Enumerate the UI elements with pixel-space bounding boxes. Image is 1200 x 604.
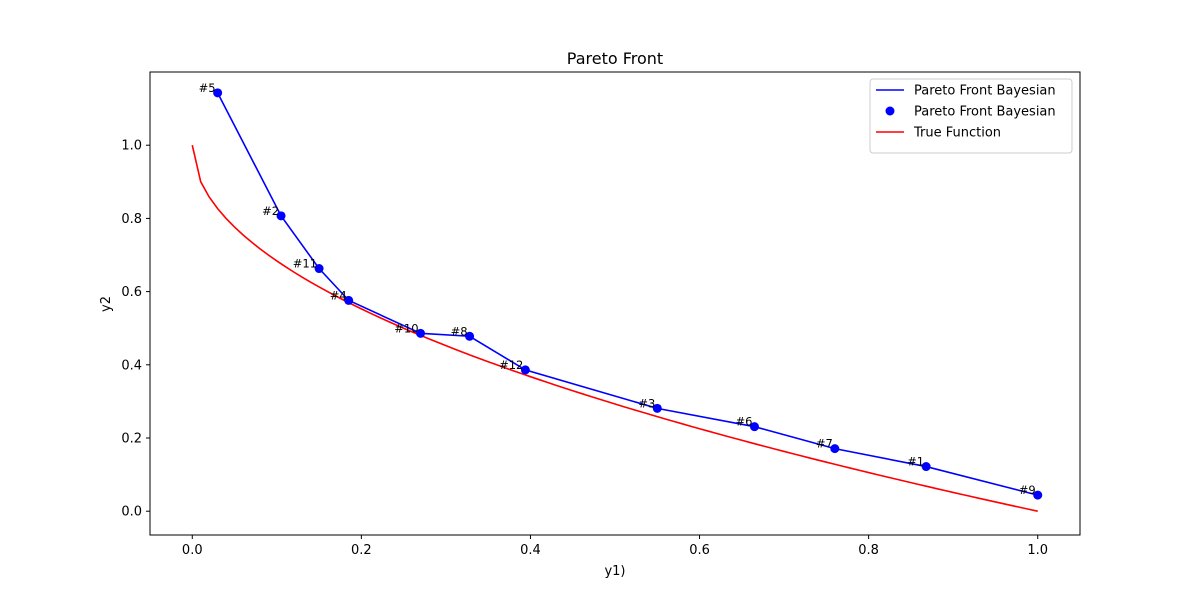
x-tick-label: 0.0 [182, 543, 203, 558]
legend-label: True Function [913, 126, 1001, 141]
y-axis-label: y2 [99, 296, 114, 312]
legend-box [869, 78, 1073, 154]
plot-content [191, 92, 1038, 512]
pareto-point [314, 264, 324, 274]
y-tick-label: 0.6 [121, 285, 142, 300]
pareto-point [213, 88, 223, 98]
y-tick-label: 0.0 [121, 505, 142, 520]
y-tick-label: 0.4 [121, 358, 142, 373]
pareto-point [750, 422, 759, 432]
point-label: #5 [199, 81, 216, 95]
plot-area: 0.0 0.2 0.4 0.6 0.8 1.0 0.0 0.2 0.4 0.6 0.8 1.0 #5 #2… [121, 71, 1081, 558]
pareto-point [344, 295, 354, 305]
pareto-point [465, 331, 475, 341]
point-label: #11 [293, 257, 317, 271]
pareto-point [1033, 490, 1043, 500]
x-tick-label: 0.4 [520, 543, 541, 558]
point-label: #2 [262, 204, 279, 218]
pareto-point [520, 365, 530, 375]
legend: Pareto Front Bayesian Pareto Front Bayesi… [869, 78, 1073, 154]
legend-marker [885, 106, 895, 116]
point-label: #1 [907, 455, 924, 469]
y-tick-label: 0.2 [121, 432, 142, 447]
axes-frame [149, 71, 1081, 536]
x-tick-label: 0.2 [351, 543, 372, 558]
x-tick-label: 1.0 [1027, 543, 1048, 558]
chart-title: Pareto Front [567, 49, 663, 68]
legend-label: Pareto Front Bayesian [914, 105, 1056, 120]
true-function-line [191, 145, 1038, 512]
pareto-point [830, 444, 840, 454]
x-tick-label: 0.6 [689, 543, 710, 558]
y-tick-label: 0.8 [121, 212, 142, 227]
pareto-point [921, 462, 931, 472]
pareto-point [416, 328, 426, 338]
point-label: #10 [394, 321, 418, 335]
pareto-front-line [216, 92, 1038, 496]
y-tick-label: 1.0 [121, 139, 142, 154]
x-tick-label: 0.8 [858, 543, 879, 558]
point-label: #8 [451, 324, 468, 338]
point-label: #7 [816, 437, 833, 451]
point-label: #6 [736, 415, 753, 429]
pareto-point [276, 211, 286, 221]
point-label: #4 [330, 288, 347, 302]
point-label: #3 [638, 396, 655, 410]
point-label: #9 [1019, 483, 1036, 497]
point-label: #12 [499, 358, 523, 372]
legend-label: Pareto Front Bayesian [914, 84, 1056, 99]
x-axis-label: y1) [604, 564, 625, 579]
pareto-point [652, 403, 662, 413]
